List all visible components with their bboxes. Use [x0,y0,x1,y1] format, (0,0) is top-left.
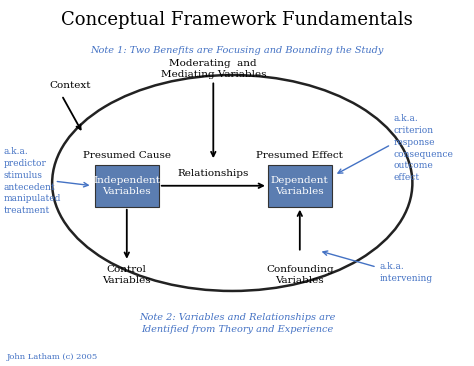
FancyBboxPatch shape [95,165,159,207]
Text: Relationships: Relationships [178,169,249,178]
Text: Context: Context [50,81,91,90]
Text: Note 2: Variables and Relationships are
Identified from Theory and Experience: Note 2: Variables and Relationships are … [139,313,335,334]
FancyBboxPatch shape [268,165,332,207]
Text: a.k.a.
intervening: a.k.a. intervening [379,262,432,283]
Text: John Latham (c) 2005: John Latham (c) 2005 [7,352,99,361]
Text: Dependent
Variables: Dependent Variables [271,176,328,196]
Text: Presumed Cause: Presumed Cause [83,151,171,160]
Text: Control
Variables: Control Variables [102,265,151,285]
Text: Note 1: Two Benefits are Focusing and Bounding the Study: Note 1: Two Benefits are Focusing and Bo… [91,46,383,55]
Text: a.k.a.
predictor
stimulus
antecedent
manipulated
treatment: a.k.a. predictor stimulus antecedent man… [4,147,61,215]
Text: Presumed Effect: Presumed Effect [256,151,343,160]
Text: Moderating  and
Mediating Variables: Moderating and Mediating Variables [161,59,266,79]
Text: a.k.a.
criterion
response
consequence
outcome
effect: a.k.a. criterion response consequence ou… [393,114,453,182]
Text: Independent
Variables: Independent Variables [93,176,160,196]
Text: Confounding
Variables: Confounding Variables [266,265,334,285]
Text: Conceptual Framework Fundamentals: Conceptual Framework Fundamentals [61,11,413,29]
